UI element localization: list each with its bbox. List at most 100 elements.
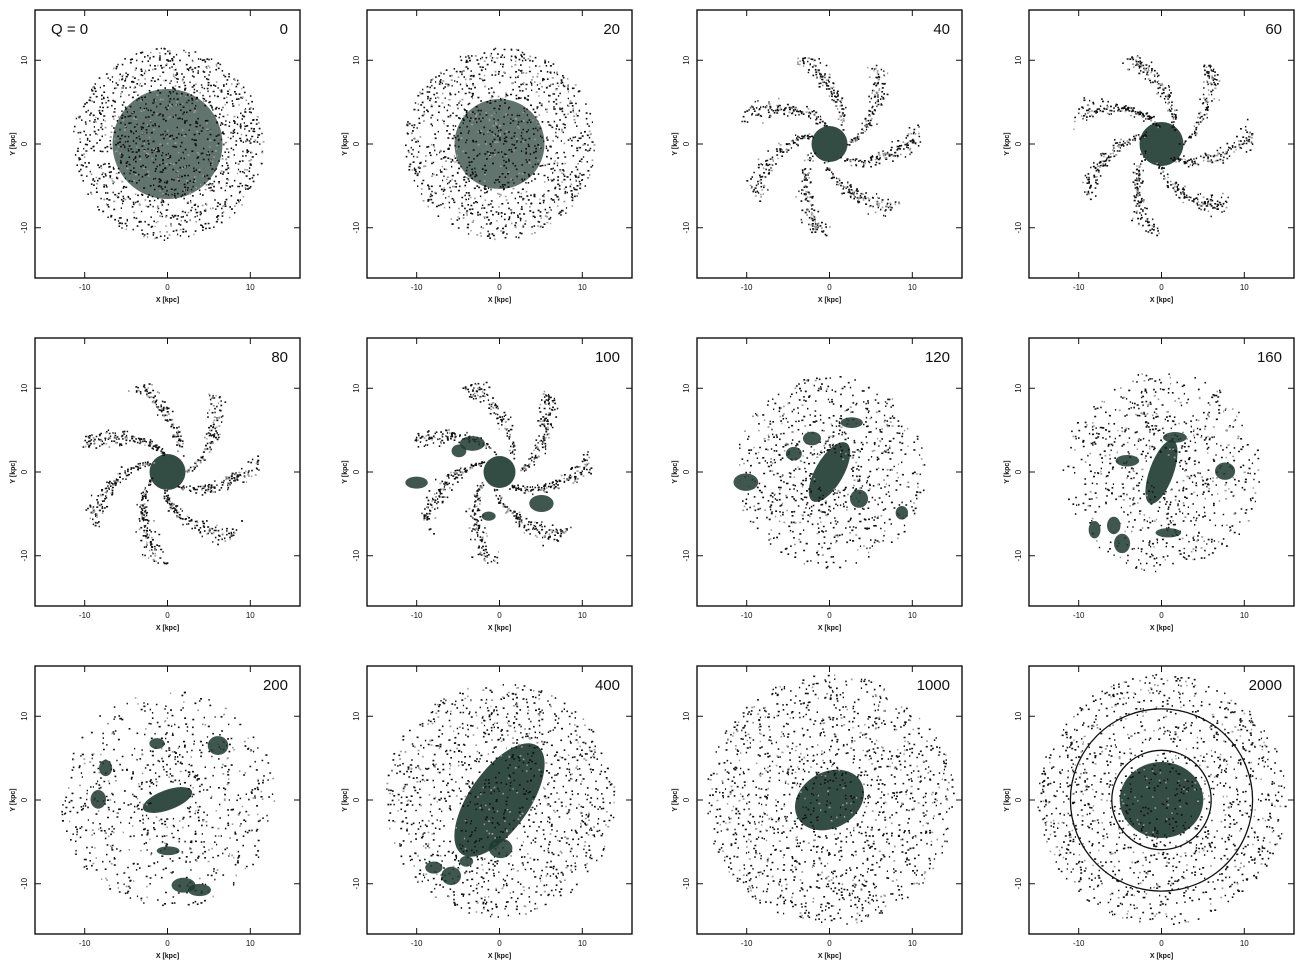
x-tick-label: -10 xyxy=(741,283,753,292)
y-tick-label: 10 xyxy=(1014,55,1023,64)
x-tick-label: -10 xyxy=(79,939,91,948)
y-tick-label: 10 xyxy=(1014,711,1023,720)
x-axis-label: X [kpc] xyxy=(156,953,179,960)
clump-100 xyxy=(451,444,467,458)
x-tick-label: 10 xyxy=(908,283,917,292)
y-tick-label: 10 xyxy=(20,383,29,392)
x-tick-label: -10 xyxy=(411,939,423,948)
y-tick-label: -10 xyxy=(352,221,361,233)
y-tick-label: 0 xyxy=(1014,469,1023,474)
clump-160 xyxy=(1088,521,1101,539)
clump-200 xyxy=(156,846,180,856)
clump-120 xyxy=(785,446,802,461)
particles-120 xyxy=(733,376,926,569)
x-tick-label: 10 xyxy=(578,283,587,292)
particle-dots-faint-1000 xyxy=(709,674,950,924)
y-tick-label: 10 xyxy=(1014,383,1023,392)
clump-400 xyxy=(488,838,513,859)
x-tick-label: 10 xyxy=(908,939,917,948)
y-tick-label: -10 xyxy=(20,549,29,561)
time-label: 20 xyxy=(603,21,620,38)
time-label: 120 xyxy=(925,349,950,366)
x-tick-label: 10 xyxy=(246,283,255,292)
x-tick-label: 0 xyxy=(1159,939,1164,948)
x-tick-label: -10 xyxy=(741,611,753,620)
particle-dots-faint-40 xyxy=(749,57,920,230)
panel-120: -10 0 10 -10 0 10 X [kpc] Y [kpc] 120 xyxy=(672,337,963,632)
x-axis-label: X [kpc] xyxy=(1150,297,1173,304)
particles-60 xyxy=(1073,55,1254,237)
clump-200 xyxy=(99,759,113,777)
y-tick-label: 10 xyxy=(352,55,361,64)
time-label: 40 xyxy=(933,21,950,38)
x-tick-label: 10 xyxy=(578,939,587,948)
x-tick-label: -10 xyxy=(1073,611,1085,620)
time-label: 80 xyxy=(271,349,288,366)
clump-120 xyxy=(840,417,863,429)
y-tick-label: -10 xyxy=(352,877,361,889)
time-label: 2000 xyxy=(1249,677,1282,694)
clump-100 xyxy=(459,436,485,451)
y-tick-label: 10 xyxy=(682,55,691,64)
panel-160: -10 0 10 -10 0 10 X [kpc] Y [kpc] 160 xyxy=(1004,337,1295,632)
panel-200: -10 0 10 -10 0 10 X [kpc] Y [kpc] 200 xyxy=(10,665,301,960)
clump-400 xyxy=(459,856,474,867)
dense-core-20 xyxy=(454,99,545,189)
clump-160 xyxy=(1155,528,1182,538)
y-tick-label: 0 xyxy=(682,469,691,474)
y-tick-label: 0 xyxy=(1014,141,1023,146)
panel-60: -10 0 10 -10 0 10 X [kpc] Y [kpc] 60 xyxy=(1004,9,1295,304)
particle-dots-1000 xyxy=(707,674,955,925)
particle-dots-0 xyxy=(73,47,264,241)
y-tick-label: 10 xyxy=(20,55,29,64)
clump-200 xyxy=(171,877,196,893)
y-tick-label: -10 xyxy=(1014,877,1023,889)
y-tick-label: 0 xyxy=(20,797,29,802)
y-axis-label: Y [kpc] xyxy=(10,460,17,483)
x-tick-label: 0 xyxy=(497,283,502,292)
particle-dots-40 xyxy=(741,57,922,237)
particles-200 xyxy=(61,691,276,907)
particle-dots-faint-200 xyxy=(68,692,276,902)
clump-160 xyxy=(1162,432,1187,443)
dense-core-100 xyxy=(483,456,516,488)
clump-120 xyxy=(895,506,909,520)
time-label: 200 xyxy=(263,677,288,694)
particle-dots-100 xyxy=(414,381,593,564)
particles-1000 xyxy=(707,674,955,925)
y-tick-label: 0 xyxy=(352,141,361,146)
particle-dots-80 xyxy=(82,383,260,565)
y-tick-label: 0 xyxy=(682,141,691,146)
y-tick-label: -10 xyxy=(20,877,29,889)
particles-100 xyxy=(405,381,593,564)
dense-core-1000 xyxy=(795,769,864,831)
y-tick-label: 10 xyxy=(682,711,691,720)
particle-dots-faint-60 xyxy=(1073,55,1254,235)
clump-200 xyxy=(149,738,165,749)
y-tick-label: 0 xyxy=(20,141,29,146)
clump-160 xyxy=(1115,454,1140,467)
y-tick-label: -10 xyxy=(682,877,691,889)
time-label: 100 xyxy=(595,349,620,366)
y-tick-label: 0 xyxy=(20,469,29,474)
x-axis-label: X [kpc] xyxy=(156,297,179,304)
particles-160 xyxy=(1062,373,1260,573)
time-label: 400 xyxy=(595,677,620,694)
time-label: 0 xyxy=(280,21,288,38)
x-axis-label: X [kpc] xyxy=(488,297,511,304)
particle-dots-faint-80 xyxy=(84,384,258,563)
x-tick-label: 0 xyxy=(497,611,502,620)
x-axis-label: X [kpc] xyxy=(818,953,841,960)
y-axis-label: Y [kpc] xyxy=(10,132,17,155)
x-tick-label: 0 xyxy=(1159,611,1164,620)
panel-1000: -10 0 10 -10 0 10 X [kpc] Y [kpc] 1000 xyxy=(672,665,963,960)
panel-100: -10 0 10 -10 0 10 X [kpc] Y [kpc] 100 xyxy=(342,337,633,632)
x-axis-label: X [kpc] xyxy=(1150,625,1173,632)
particles-40 xyxy=(741,57,922,237)
particle-dots-faint-20 xyxy=(407,48,596,241)
x-tick-label: 0 xyxy=(827,283,832,292)
x-tick-label: 10 xyxy=(1240,283,1249,292)
panel-400: -10 0 10 -10 0 10 X [kpc] Y [kpc] 400 xyxy=(342,665,633,960)
x-tick-label: 0 xyxy=(1159,283,1164,292)
